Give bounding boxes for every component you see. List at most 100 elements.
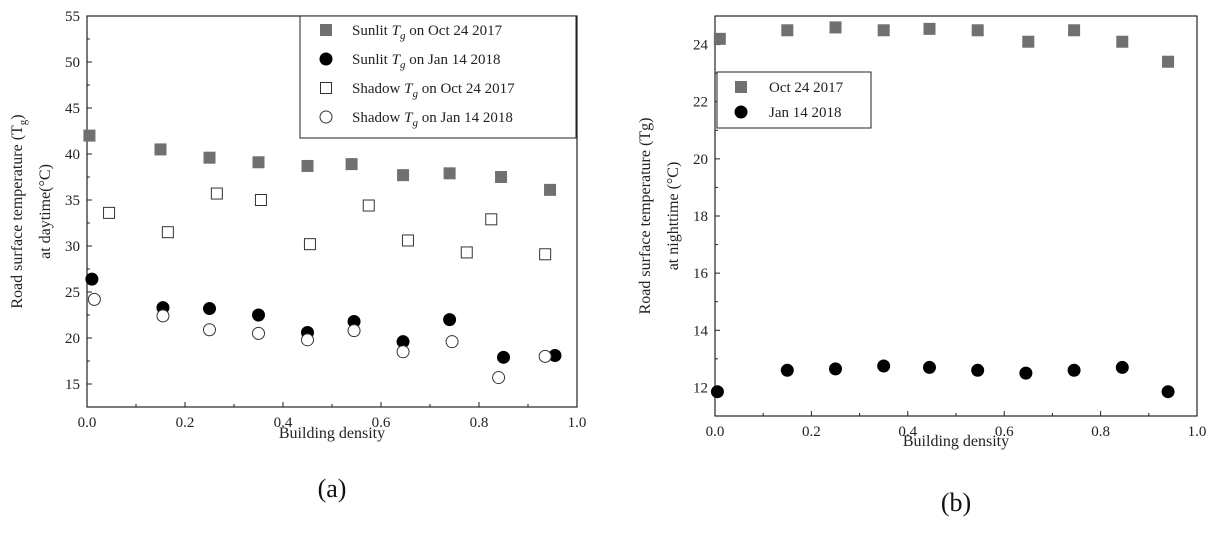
x-tick-label: 0.6: [995, 424, 1014, 440]
chart-b-y-axis-label: Road surface temperature (Tg) at nighttim…: [637, 118, 682, 315]
legend-label: Oct 24 2017: [769, 80, 844, 96]
data-point: [485, 213, 498, 226]
legend-label: Shadow Tg on Oct 24 2017: [352, 81, 515, 100]
chart-b-x-axis-label: Building density: [903, 433, 1009, 450]
y-tick-label: 24: [693, 38, 709, 54]
chart-a-axes: 0.0 0.2 0.4 0.6 0.8 1.0 15 20 25 30 35 40 45 50 55: [65, 9, 586, 431]
data-point: [829, 362, 842, 376]
data-point: [1068, 24, 1081, 37]
chart-b-panel-label: (b): [941, 488, 971, 517]
data-point: [443, 313, 457, 327]
data-point: [1161, 385, 1175, 399]
data-point: [203, 302, 216, 316]
data-point: [877, 359, 891, 373]
data-point: [154, 143, 167, 156]
y-tick-label: 50: [65, 55, 80, 71]
data-point: [252, 308, 265, 322]
chart-a-y-axis-label: Road surface temperature (Tg) at daytime(…: [9, 114, 54, 308]
chart-panel-a: 0.0 0.2 0.4 0.6 0.8 1.0 15 20 25 30 35 40 45 50 55 Sun…: [9, 9, 586, 503]
data-point: [203, 323, 216, 337]
data-point: [301, 159, 314, 172]
y-axis-label-line2: at daytime(°C): [37, 164, 54, 259]
x-tick-label: 0.4: [898, 424, 917, 440]
y-axis-label-line1: Road surface temperature (Tg): [637, 118, 654, 315]
data-point: [538, 349, 552, 363]
y-tick-label: 55: [65, 9, 80, 25]
data-point: [397, 169, 410, 182]
x-tick-label: 1.0: [568, 415, 587, 431]
y-tick-label: 16: [693, 266, 709, 282]
chart-a-x-axis-label: Building density: [279, 425, 385, 442]
legend-label: Jan 14 2018: [769, 105, 842, 121]
data-point: [83, 129, 96, 142]
legend-box: [299, 15, 577, 139]
y-tick-label: 40: [65, 147, 80, 163]
data-point: [252, 156, 265, 169]
chart-b-legend: Oct 24 2017 Jan 14 2018: [716, 71, 872, 129]
data-point: [303, 238, 316, 251]
data-point: [1019, 366, 1033, 380]
y-tick-label: 12: [693, 380, 708, 396]
y-tick-label: 25: [65, 285, 80, 301]
y-axis-label-line2: at nighttime (°C): [665, 162, 682, 271]
legend-marker: [319, 52, 333, 66]
data-point: [396, 345, 410, 359]
chart-a-legend: Sunlit Tg on Oct 24 2017 Sunlit Tg on Jan…: [299, 15, 577, 139]
data-point: [87, 292, 101, 306]
data-point: [156, 309, 170, 323]
chart-b-marks: [710, 21, 1175, 399]
chart-panel-b: 0.0 0.2 0.4 0.6 0.8 1.0 12 14 16 18 20 22 24 Oct 24 …: [637, 15, 1206, 517]
y-tick-label: 14: [693, 323, 709, 339]
data-point: [445, 335, 459, 349]
y-tick-label: 20: [693, 152, 708, 168]
data-point: [443, 167, 456, 180]
data-point: [829, 21, 842, 34]
legend-label: Sunlit Tg on Oct 24 2017: [352, 23, 503, 42]
data-point: [210, 187, 223, 200]
data-point: [781, 24, 794, 37]
x-tick-label: 0.0: [706, 424, 725, 440]
x-tick-label: 0.2: [176, 415, 195, 431]
data-point: [495, 171, 508, 183]
y-axis-label-line1: Road surface temperature (Tg): [9, 114, 29, 308]
data-point: [780, 363, 794, 377]
data-point: [713, 32, 726, 45]
y-tick-label: 30: [65, 239, 80, 255]
data-point: [1115, 360, 1129, 374]
chart-b-axes: 0.0 0.2 0.4 0.6 0.8 1.0 12 14 16 18 20 22 24: [693, 15, 1206, 440]
data-point: [544, 183, 557, 196]
data-point: [161, 226, 174, 239]
y-tick-label: 45: [65, 101, 80, 117]
y-tick-label: 18: [693, 209, 708, 225]
data-point: [492, 371, 506, 385]
legend-marker: [319, 110, 333, 124]
x-tick-label: 0.4: [274, 415, 293, 431]
legend-marker: [734, 105, 748, 119]
data-point: [460, 246, 473, 259]
legend-label: Shadow Tg on Jan 14 2018: [352, 110, 513, 129]
data-point: [497, 350, 510, 364]
chart-a-marks: [83, 129, 562, 385]
x-tick-label: 0.8: [1091, 424, 1110, 440]
y-tick-label: 35: [65, 193, 80, 209]
legend-marker: [735, 81, 747, 93]
data-point: [103, 206, 116, 219]
x-tick-label: 0.8: [470, 415, 489, 431]
legend-marker: [320, 82, 332, 94]
data-point: [877, 24, 890, 37]
data-point: [1067, 363, 1081, 377]
legend-marker: [320, 24, 332, 36]
data-point: [362, 199, 375, 212]
data-point: [1162, 55, 1175, 68]
x-tick-label: 0.2: [802, 424, 821, 440]
y-tick-label: 22: [693, 95, 708, 111]
data-point: [85, 272, 99, 286]
data-point: [203, 151, 216, 164]
data-point: [539, 248, 552, 261]
data-point: [401, 234, 414, 247]
chart-a-panel-label: (a): [318, 474, 347, 503]
x-tick-label: 0.0: [78, 415, 97, 431]
data-point: [922, 360, 936, 374]
data-point: [1116, 35, 1129, 48]
data-point: [252, 326, 265, 340]
